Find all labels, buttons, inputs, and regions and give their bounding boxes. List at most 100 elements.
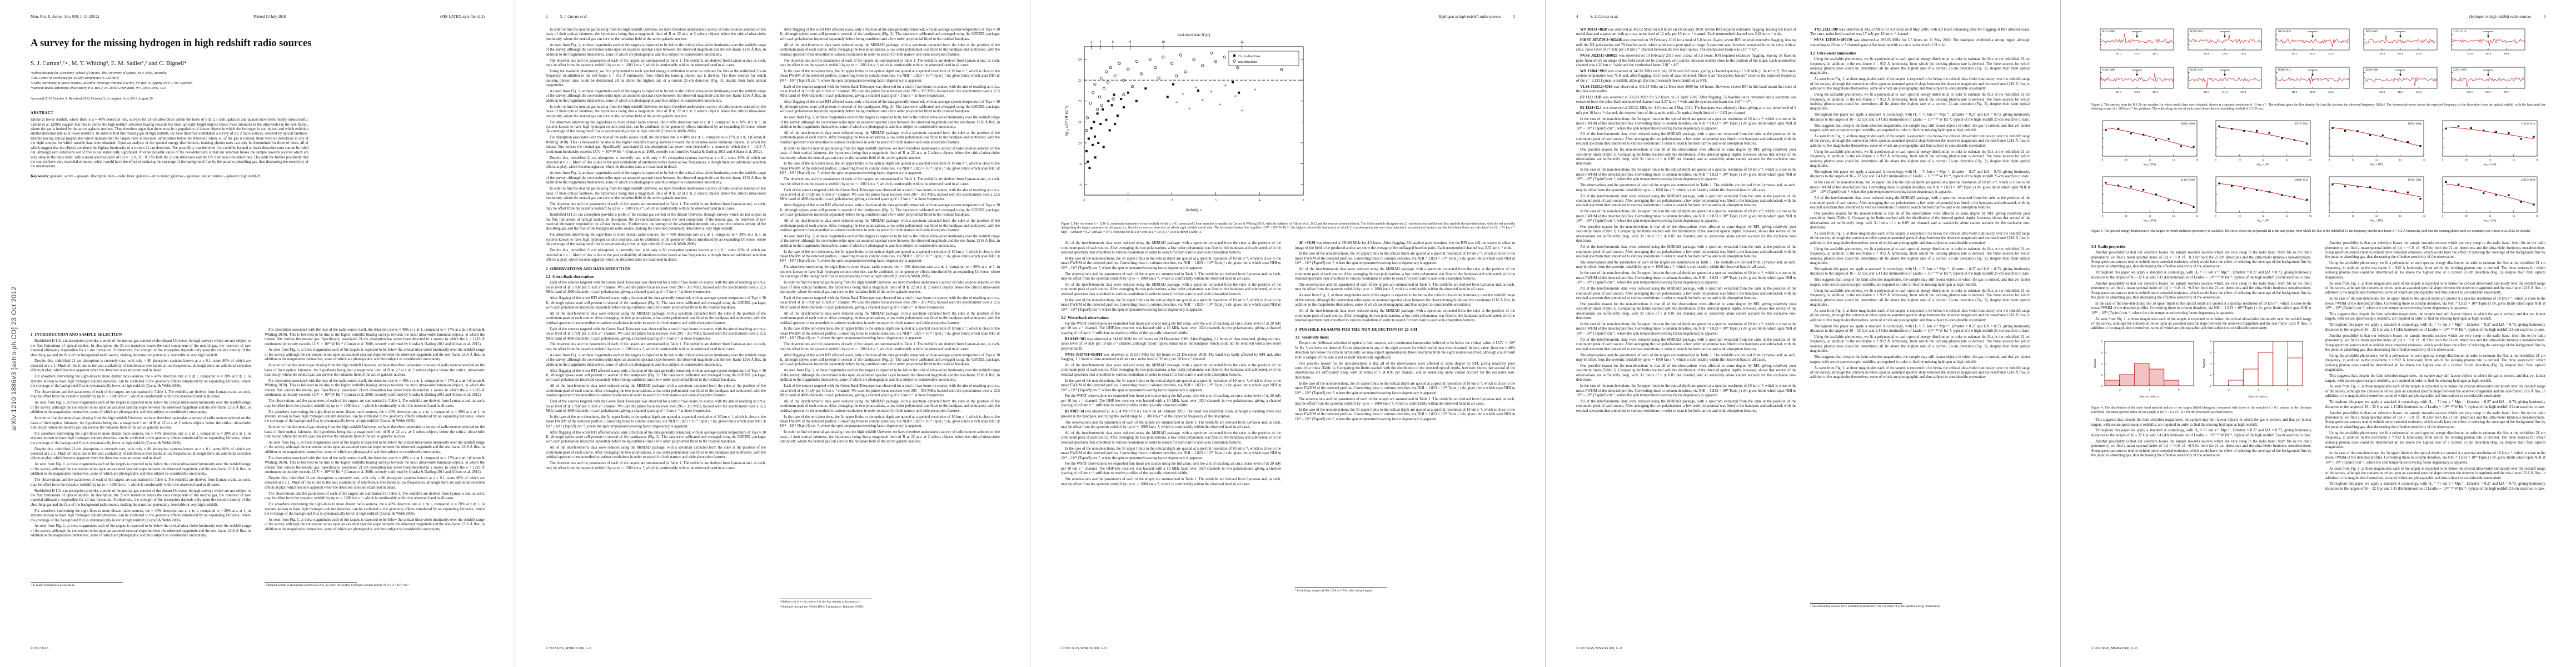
svg-text:14: 14 <box>2172 215 2175 217</box>
spectrum-panel: 334.8 336.8 338.8 J1121+3114 <box>2443 26 2527 61</box>
svg-text:297.1: 297.1 <box>2504 91 2510 93</box>
svg-text:J0747+3654: J0747+3654 <box>2190 31 2203 33</box>
paragraph: Using the available photometry, we fit a… <box>1810 288 2030 307</box>
paragraph: All of the interferometric data were red… <box>1295 267 1515 281</box>
sed-panel: 8 10 12 14 16 J1121+3114 log₁₀ ν [Hz] <box>2431 117 2540 169</box>
paragraph: All of the interferometric data were red… <box>1576 245 1796 259</box>
spectrum-plot: 340.3 342.3 344.3 J2330+3901 <box>2363 67 2438 93</box>
paragraph: All of the interferometric data were red… <box>780 399 1000 413</box>
column-left: WN J0813+4828 was observed at 342.02 MHz… <box>1576 28 1796 617</box>
column-text: All of the interferometric data were red… <box>1061 241 1281 601</box>
sed-panel: 8 10 12 14 16 J1324+3206 log₁₀ ν [Hz] <box>2091 173 2200 225</box>
svg-text:10: 10 <box>2125 158 2127 161</box>
source-note: NVSS J235953+495159 was observed at 295.… <box>1810 38 2030 48</box>
svg-text:2: 2 <box>1171 199 1173 202</box>
arxiv-stamp: arXiv:1210.1886v3 [astro-ph.CO] 23 Oct 2… <box>11 286 18 431</box>
footnote: ⁵ The remaining sources have insufficien… <box>1810 605 1941 608</box>
paragraph: One possible reason for the non-detectio… <box>1576 148 1796 166</box>
svg-text:10: 10 <box>2238 215 2241 217</box>
column-left: 1 INTRODUCTION AND SAMPLE SELECTION Redsh… <box>31 328 251 588</box>
svg-text:336.8: 336.8 <box>2485 52 2492 55</box>
svg-text:10: 10 <box>2125 215 2127 217</box>
svg-text:0: 0 <box>2101 385 2103 388</box>
paragraph: In the case of the non-detections, the 3… <box>1061 256 1281 270</box>
svg-text:324.5: 324.5 <box>2328 52 2334 55</box>
column-left: 3.3 Radio properties Another possibility … <box>2091 241 2311 586</box>
paragraph: After flagging of the worst RFI affected… <box>780 203 1000 217</box>
paragraph: After flagging of the worst RFI affected… <box>546 430 766 444</box>
svg-text:12: 12 <box>2149 158 2151 161</box>
svg-text:342.3: 342.3 <box>2398 91 2404 93</box>
body-columns: 1 INTRODUCTION AND SAMPLE SELECTION Redsh… <box>31 328 485 588</box>
received-accepted-dates: Accepted 2012 October 5. Received 2012 O… <box>31 97 153 101</box>
svg-text:-1: -1 <box>2148 389 2151 392</box>
paragraph: The observations and the parameters of e… <box>1576 260 1796 270</box>
column-text: 4C +39.29 was observed at 330.00 MHz for… <box>1295 241 1515 585</box>
source-note: NVSS J021311+360027 was observed on 10 F… <box>1576 54 1796 68</box>
paragraph: For the WSRT observations we requested f… <box>1061 322 1281 335</box>
paragraph: Despite our deliberate selection of opti… <box>1295 341 1515 360</box>
paragraph: Using the available photometry, we fit a… <box>1810 57 2030 76</box>
page-number: 3 <box>1513 14 1516 19</box>
paragraph: Each of the sources targeted with the Gr… <box>780 84 1000 98</box>
source-note: B2 1121+31B was observed at 336.83 MHz f… <box>1576 96 1796 105</box>
paragraph: All of the interferometric data were red… <box>780 43 1000 57</box>
section-heading: 1 INTRODUCTION AND SAMPLE SELECTION <box>31 332 122 337</box>
sed-panel: 8 10 12 14 16 J0213+3600 log₁₀ ν [Hz] <box>2091 117 2200 169</box>
paragraph: In the case of the non-detections, the 3… <box>780 415 1000 429</box>
svg-text:344.3: 344.3 <box>2416 91 2422 93</box>
svg-text:334.8: 334.8 <box>2467 52 2473 55</box>
histogram-plot: -2 -1 0 0 2 4 6 8 Spectral index, α Number <box>2094 341 2194 399</box>
paragraph: All of the interferometric data were red… <box>1061 363 1281 377</box>
paragraph: As seen from Fig. 1, at these magnitudes… <box>546 43 766 57</box>
svg-text:14: 14 <box>2285 215 2288 217</box>
column-text: For absorption associated with the host … <box>265 328 485 579</box>
sed-panel: 8 10 12 14 16 J2004+3912 log₁₀ ν [Hz] <box>2205 173 2314 225</box>
paragraph: In order to find the neutral gas missing… <box>265 425 485 439</box>
column-left: In order to find the neutral gas missing… <box>546 28 766 617</box>
paragraph: After flagging of the worst RFI affected… <box>546 296 766 310</box>
paragraph: Another possibility is that our selectio… <box>2091 439 2311 458</box>
sed-plot: 8 10 12 14 16 J2355+4950 log₁₀ ν [Hz] <box>2442 176 2539 222</box>
svg-text:345.2: 345.2 <box>2153 52 2159 55</box>
svg-text:10: 10 <box>2351 215 2354 217</box>
source-note-text: was observed at 342.33 MHz for 4.9 hours… <box>1810 28 2030 37</box>
column-text: WN J0813+4828 was observed at 342.02 MHz… <box>1576 28 1796 617</box>
sed-plot: 8 10 12 14 16 J0213+3600 log₁₀ ν [Hz] <box>2102 120 2199 166</box>
paragraph: All of the interferometric data were red… <box>780 131 1000 145</box>
source-note: WN J0813+4828 was observed at 342.02 MHz… <box>1576 28 1796 37</box>
paragraph: Redshifted H I 21-cm absorption provides… <box>546 213 766 231</box>
page-number: 4 <box>1576 14 1578 19</box>
svg-text:12: 12 <box>2489 215 2492 217</box>
svg-text:J0917+6821: J0917+6821 <box>2365 31 2379 33</box>
paragraph: Throughout this paper we apply a standar… <box>2325 323 2545 332</box>
source-note: 4C +39.29 was observed at 330.00 MHz for… <box>1295 241 1515 251</box>
spectrum-panel: 293.1 295.1 297.1 J2355+4950 <box>2443 64 2527 99</box>
paragraph: For absorbers intervening the sight-line… <box>780 265 1000 279</box>
column-right: Another possibility is that our selectio… <box>2325 241 2545 586</box>
paragraph: For absorption associated with the host … <box>265 328 485 346</box>
paragraph: The observations and the parameters of e… <box>31 390 251 399</box>
sed-plot: 8 10 12 14 16 J2004+3912 log₁₀ ν [Hz] <box>2215 176 2312 222</box>
svg-text:16: 16 <box>2423 215 2425 217</box>
footnote-rule <box>1810 603 1903 604</box>
spectrum-panel: 320.5 322.5 324.5 J0813+4828 <box>2267 26 2351 61</box>
paragraph: In the case of the non-detections, the 3… <box>2091 301 2311 315</box>
paragraph: The observations and the parameters of e… <box>265 399 485 408</box>
svg-text:19: 19 <box>1078 163 1082 166</box>
spectrum-plot: 349.0 351.0 353.0 J0917+6821 <box>2363 28 2438 55</box>
running-head: 2 S. J. Curran et al. <box>546 14 1000 19</box>
paragraph: After flagging of the worst RFI affected… <box>546 369 766 382</box>
paragraph: As seen from Fig. 1, at these magnitudes… <box>2091 317 2311 331</box>
paragraph: The observations and the parameters of e… <box>780 342 1000 351</box>
paragraph: As seen from Fig. 1, at these magnitudes… <box>31 462 251 476</box>
paragraph: Throughout this paper we apply a standar… <box>1810 267 2030 276</box>
paragraph: As seen from Fig. 1, at these magnitudes… <box>1810 232 2030 245</box>
paragraph: Using the available photometry, we fit a… <box>2325 354 2545 372</box>
paragraph: All of the interferometric data were red… <box>780 219 1000 232</box>
spectrum-plot: 329.4 331.4 333.4 J1435+5435 <box>2188 67 2262 93</box>
svg-text:-2: -2 <box>2228 389 2230 392</box>
subsection-heading: 3.1 Sensitivity limits <box>1295 336 1329 340</box>
paragraph: As seen from Fig. 1, at these magnitudes… <box>780 116 1000 130</box>
paragraph: In the case of the non-detections, the 3… <box>2325 451 2545 465</box>
